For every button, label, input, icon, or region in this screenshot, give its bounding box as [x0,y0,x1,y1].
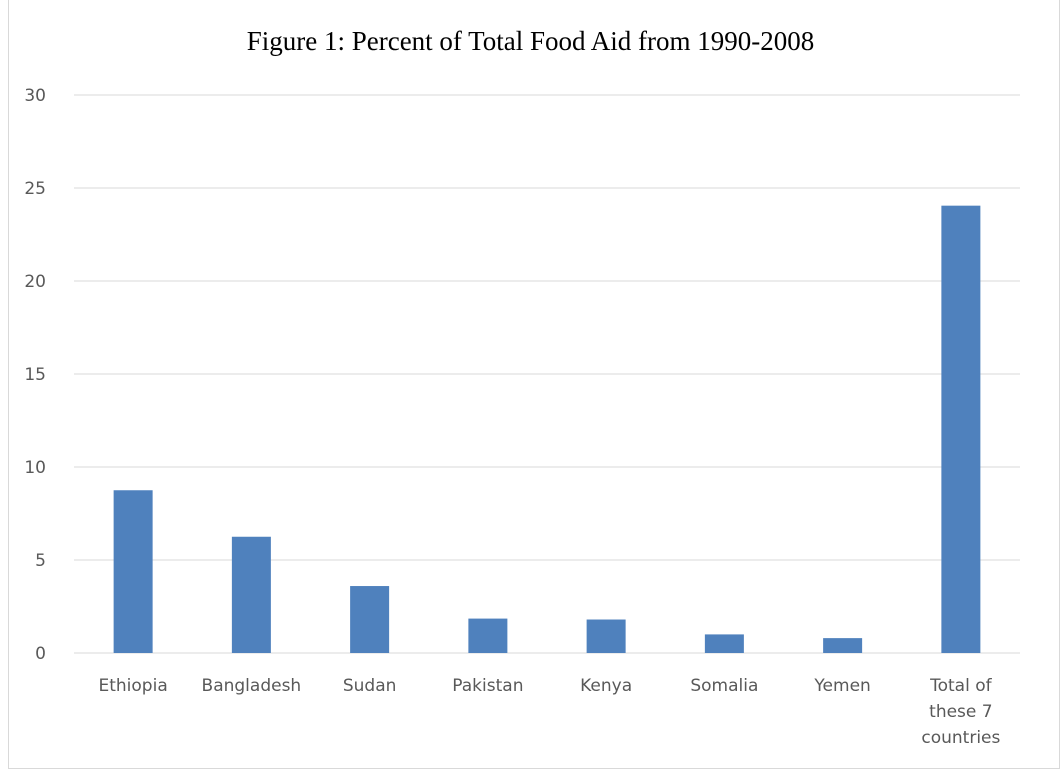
y-tick-label: 0 [35,644,46,664]
x-tick-label: Sudan [343,676,397,696]
x-tick-label: Kenya [580,676,632,696]
y-tick-label: 30 [24,86,46,106]
x-tick-label: Total of these 7 countries [921,676,1000,748]
x-tick-label: Yemen [813,676,870,696]
x-tick-label: Pakistan [452,676,523,696]
chart-frame [8,0,1060,769]
y-tick-label: 5 [35,551,46,571]
bar [231,536,271,653]
bar [586,619,626,653]
x-tick-label: Ethiopia [99,676,168,696]
y-tick-label: 25 [24,179,46,199]
bar [823,638,863,653]
chart-title: Figure 1: Percent of Total Food Aid from… [246,26,815,56]
bar [350,586,390,653]
bar [941,205,981,654]
y-tick-label: 10 [24,458,46,478]
y-tick-label: 15 [24,365,46,385]
x-tick-label: Somalia [690,676,758,696]
bar [113,490,153,653]
bar [704,634,744,653]
x-tick-label: Bangladesh [202,676,302,696]
y-tick-label: 20 [24,272,46,292]
bar [468,618,508,653]
